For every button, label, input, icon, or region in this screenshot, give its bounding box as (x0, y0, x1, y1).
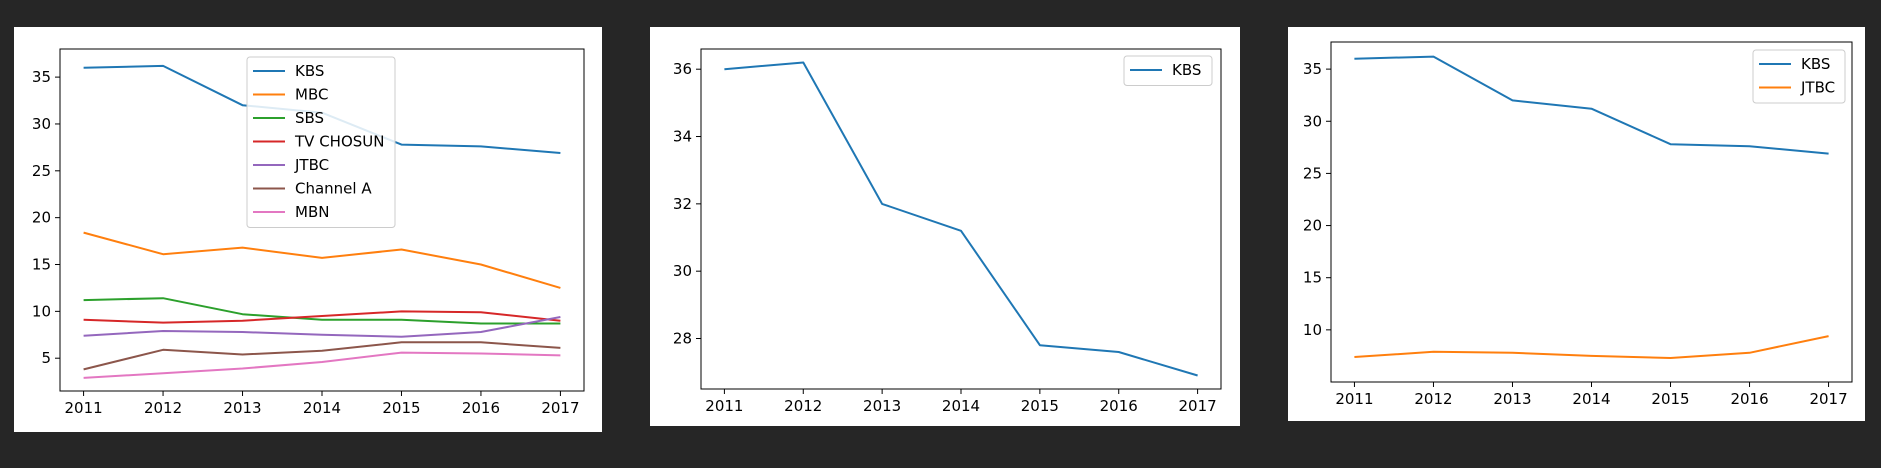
series-line-jtbc (1354, 335, 1829, 359)
legend: KBS JTBC (1752, 49, 1846, 104)
legend-label: MBC (295, 86, 328, 104)
series-line-mbc (83, 231, 561, 289)
y-tick-label: 25 (1303, 164, 1322, 182)
chart-3: 2011 2012 2013 2014 2015 2016 2017 10 15 20 25 30 35… (1288, 27, 1865, 421)
legend-label: SBS (295, 109, 324, 127)
legend-box (246, 56, 396, 228)
x-tick-label: 2013 (863, 397, 901, 415)
y-tick-label: 30 (673, 262, 692, 280)
series-line-mbn (83, 351, 561, 379)
legend-label: JTBC (1800, 79, 1835, 97)
y-tick-label: 5 (41, 349, 51, 367)
legend-label: KBS (1801, 55, 1830, 73)
x-tick-label: 2011 (64, 399, 102, 417)
legend-label: JTBC (294, 156, 329, 174)
x-tick-label: 2014 (303, 399, 341, 417)
y-tick-label: 32 (673, 195, 692, 213)
x-tick-label: 2016 (1100, 397, 1138, 415)
legend: KBS (1123, 55, 1213, 86)
y-tick-label: 36 (673, 60, 692, 78)
y-tick-label: 20 (32, 209, 51, 227)
x-tick-label: 2015 (382, 399, 420, 417)
chart-1: 2011 2012 2013 2014 2015 2016 2017 5 10 15 20 25 30 3… (14, 27, 602, 432)
y-tick-label: 25 (32, 162, 51, 180)
y-tick-label: 28 (673, 330, 692, 348)
series-line-channel-a (83, 341, 561, 371)
x-tick-label: 2015 (1651, 390, 1689, 408)
y-tick-label: 35 (1303, 60, 1322, 78)
x-tick-label: 2011 (1335, 390, 1373, 408)
legend-label: KBS (295, 62, 324, 80)
legend-box (1123, 55, 1213, 86)
y-tick-label: 15 (32, 256, 51, 274)
legend-label: MBN (295, 203, 329, 221)
chart-2: 2011 2012 2013 2014 2015 2016 2017 28 30 32 34 36 KB… (650, 27, 1240, 426)
x-tick-label: 2013 (1493, 390, 1531, 408)
x-tick-label: 2017 (1179, 397, 1217, 415)
x-tick-label: 2017 (541, 399, 579, 417)
y-tick-label: 15 (1303, 269, 1322, 287)
x-tick-label: 2015 (1021, 397, 1059, 415)
x-tick-label: 2017 (1809, 390, 1847, 408)
x-tick-label: 2012 (784, 397, 822, 415)
x-tick-label: 2012 (144, 399, 182, 417)
y-tick-label: 35 (32, 68, 51, 86)
legend-label: TV CHOSUN (294, 133, 384, 151)
y-tick-label: 10 (1303, 321, 1322, 339)
series-line-kbs (724, 61, 1198, 377)
y-tick-label: 30 (32, 115, 51, 133)
y-tick-label: 20 (1303, 217, 1322, 235)
x-tick-label: 2014 (1572, 390, 1610, 408)
x-tick-label: 2012 (1414, 390, 1452, 408)
series-line-tv-chosun (83, 310, 561, 324)
x-tick-label: 2013 (223, 399, 261, 417)
y-tick-label: 10 (32, 302, 51, 320)
legend: KBS MBC SBS TV CHOSUN JTBC Channel A MBN (246, 56, 396, 228)
legend-label: Channel A (295, 180, 372, 198)
chart-panel-background (650, 27, 1240, 426)
series-line-jtbc (83, 316, 561, 338)
y-tick-label: 30 (1303, 112, 1322, 130)
x-tick-label: 2016 (1730, 390, 1768, 408)
series-line-kbs (1354, 55, 1829, 155)
y-tick-label: 34 (673, 128, 692, 146)
x-tick-label: 2016 (462, 399, 500, 417)
legend-label: KBS (1172, 61, 1201, 79)
series-line-sbs (83, 297, 561, 325)
x-tick-label: 2011 (705, 397, 743, 415)
x-tick-label: 2014 (942, 397, 980, 415)
